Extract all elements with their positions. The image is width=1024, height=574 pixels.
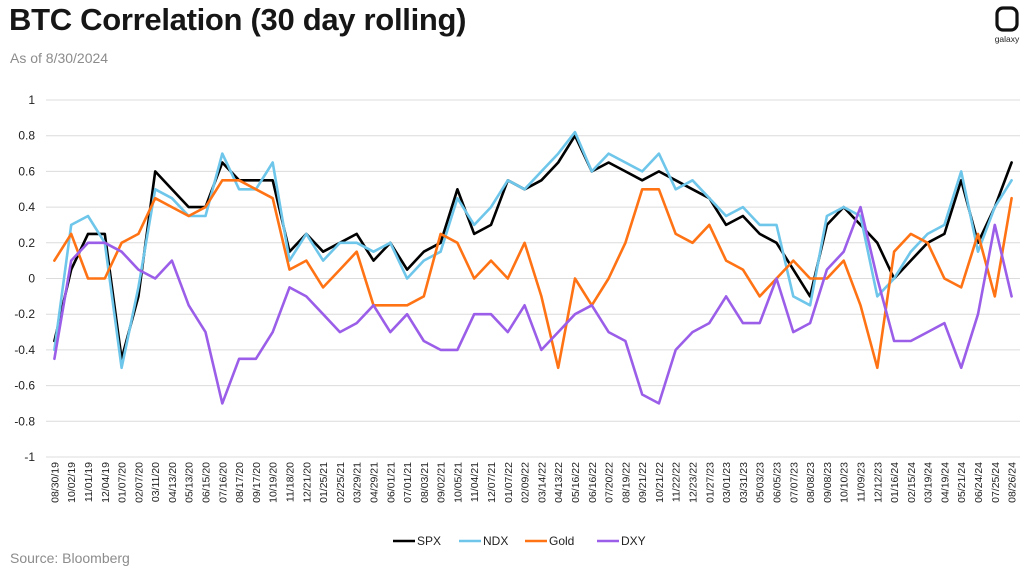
x-tick-label: 02/07/20 <box>133 462 145 503</box>
x-tick-label: 09/02/21 <box>436 462 448 503</box>
legend-label-gold: Gold <box>549 534 574 548</box>
y-tick-label: -1 <box>24 450 35 464</box>
x-tick-label: 04/29/21 <box>368 462 380 503</box>
x-tick-label: 09/17/20 <box>251 462 263 503</box>
chart-subtitle: As of 8/30/2024 <box>10 50 109 66</box>
y-tick-label: 0.6 <box>18 164 35 178</box>
x-tick-label: 01/07/20 <box>117 462 129 503</box>
x-tick-label: 10/21/22 <box>654 462 666 503</box>
x-tick-label: 03/11/20 <box>150 462 162 502</box>
x-tick-label: 07/25/24 <box>990 462 1002 503</box>
galaxy-logo-icon <box>995 6 1019 32</box>
x-tick-label: 05/16/22 <box>570 462 582 503</box>
source-note: Source: Bloomberg <box>10 550 130 566</box>
x-tick-label: 07/20/22 <box>604 462 616 503</box>
legend-label-ndx: NDX <box>483 534 508 548</box>
x-tick-label: 01/25/21 <box>318 462 330 503</box>
x-tick-label: 08/08/23 <box>805 462 817 503</box>
x-tick-label: 05/13/20 <box>184 462 196 503</box>
x-tick-label: 08/30/19 <box>49 462 61 503</box>
legend-label-dxy: DXY <box>621 534 646 548</box>
x-tick-label: 07/07/23 <box>788 462 800 503</box>
x-tick-label: 11/22/22 <box>671 462 683 502</box>
x-tick-label: 05/03/23 <box>755 462 767 503</box>
x-tick-label: 06/24/24 <box>973 462 985 503</box>
x-tick-label: 12/04/19 <box>100 462 112 503</box>
x-tick-label: 08/17/20 <box>234 462 246 503</box>
x-tick-label: 02/25/21 <box>335 462 347 503</box>
logo-text: galaxy <box>994 34 1020 44</box>
x-tick-label: 01/27/23 <box>704 462 716 503</box>
x-tick-label: 12/07/21 <box>486 462 498 503</box>
x-tick-label: 06/16/22 <box>587 462 599 503</box>
x-tick-label: 05/21/24 <box>956 462 968 503</box>
x-tick-label: 03/01/23 <box>721 462 733 503</box>
x-tick-label: 07/01/21 <box>402 462 414 503</box>
y-tick-label: -0.8 <box>14 414 35 428</box>
x-tick-label: 04/13/22 <box>553 462 565 503</box>
chart-title: BTC Correlation (30 day rolling) <box>9 2 467 37</box>
y-tick-label: 0 <box>28 272 35 286</box>
x-tick-label: 09/08/23 <box>822 462 834 503</box>
x-tick-label: 02/15/24 <box>906 462 918 503</box>
x-tick-label: 10/19/20 <box>268 462 280 503</box>
x-tick-label: 03/19/24 <box>923 462 935 503</box>
x-tick-label: 12/23/22 <box>688 462 700 503</box>
x-tick-label: 11/04/21 <box>469 462 481 502</box>
x-tick-label: 09/21/22 <box>637 462 649 503</box>
x-tick-label: 04/19/24 <box>939 462 951 503</box>
y-tick-label: -0.6 <box>14 379 35 393</box>
legend-label-spx: SPX <box>417 534 441 548</box>
y-tick-label: 0.8 <box>18 129 35 143</box>
x-tick-label: 11/01/19 <box>83 462 95 502</box>
x-tick-label: 03/31/23 <box>738 462 750 503</box>
x-tick-label: 01/07/22 <box>503 462 515 503</box>
x-tick-label: 08/26/24 <box>1007 462 1019 503</box>
x-tick-label: 06/15/20 <box>201 462 213 503</box>
series-line-ndx <box>53 130 1013 370</box>
x-tick-label: 07/16/20 <box>217 462 229 503</box>
series-line-gold <box>53 179 1013 370</box>
x-tick-label: 02/09/22 <box>520 462 532 503</box>
x-tick-label: 03/29/21 <box>352 462 364 503</box>
x-tick-label: 10/10/23 <box>839 462 851 503</box>
y-tick-label: -0.2 <box>14 307 35 321</box>
series-line-dxy <box>53 205 1013 405</box>
x-tick-label: 06/01/21 <box>385 462 397 503</box>
x-tick-label: 04/13/20 <box>167 462 179 503</box>
y-tick-label: -0.4 <box>14 343 35 357</box>
y-tick-label: 0.2 <box>18 236 35 250</box>
x-tick-label: 03/14/22 <box>536 462 548 503</box>
x-tick-label: 01/16/24 <box>889 462 901 503</box>
x-tick-label: 12/12/23 <box>872 462 884 503</box>
x-tick-label: 06/05/23 <box>772 462 784 503</box>
x-tick-label: 12/21/20 <box>301 462 313 503</box>
galaxy-logo: galaxy <box>992 6 1022 50</box>
x-tick-label: 08/03/21 <box>419 462 431 503</box>
x-tick-label: 10/02/19 <box>66 462 78 503</box>
x-tick-label: 10/05/21 <box>452 462 464 503</box>
y-tick-label: 1 <box>28 93 35 107</box>
y-tick-label: 0.4 <box>18 200 35 214</box>
x-tick-label: 11/09/23 <box>855 462 867 502</box>
x-tick-label: 08/19/22 <box>620 462 632 503</box>
x-tick-label: 11/18/20 <box>285 462 297 502</box>
